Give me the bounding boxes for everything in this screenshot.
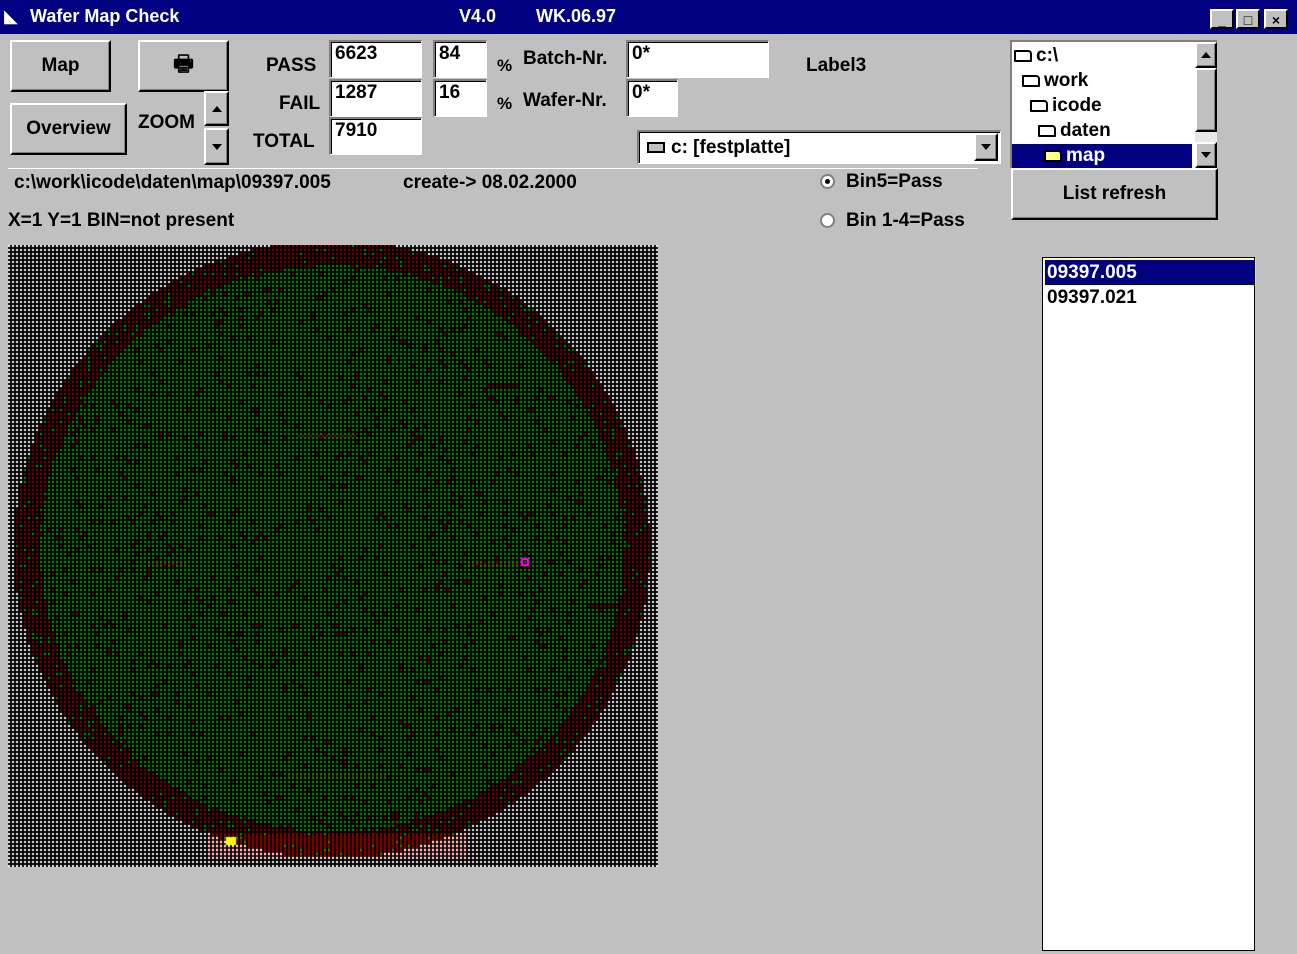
close-icon: × — [1271, 12, 1281, 28]
drive-dropdown-button[interactable] — [974, 133, 998, 161]
window-title: Wafer Map Check — [30, 6, 180, 26]
minimize-icon: _ — [1218, 12, 1226, 28]
map-button-label: Map — [41, 55, 80, 76]
minimize-button[interactable]: _ — [1210, 9, 1234, 29]
tree-item-daten[interactable]: daten — [1038, 119, 1194, 143]
printer-icon: 🖶 — [173, 51, 194, 76]
wafer-field[interactable]: 0* — [626, 79, 678, 117]
print-button[interactable]: 🖶 — [138, 40, 229, 92]
wafer-label: Wafer-Nr. — [523, 90, 607, 111]
pass-percent-field[interactable]: 84 — [433, 40, 487, 78]
zoom-in-button[interactable] — [204, 91, 229, 126]
arrow-down-icon — [211, 143, 222, 150]
tree-item-icode[interactable]: icode — [1030, 94, 1194, 118]
maximize-icon: □ — [1243, 12, 1253, 28]
close-button[interactable]: × — [1264, 9, 1288, 29]
zoom-label: ZOOM — [138, 112, 195, 133]
zoom-out-button[interactable] — [204, 128, 229, 165]
fail-count-field[interactable]: 1287 — [329, 79, 422, 117]
folder-open-icon — [1022, 75, 1040, 87]
drive-selected-value: c: [festplatte] — [671, 136, 791, 158]
tree-item-label: icode — [1052, 95, 1102, 116]
build-label: WK.06.97 — [536, 6, 617, 26]
bin1-4-pass-label: Bin 1-4=Pass — [846, 210, 965, 231]
arrow-up-icon — [1201, 52, 1211, 58]
list-item[interactable]: 09397.005 — [1044, 259, 1256, 286]
bin1-4-pass-radio[interactable] — [820, 213, 835, 228]
created-date-label: create-> 08.02.2000 — [403, 172, 577, 193]
file-list[interactable]: 09397.005 09397.021 — [1042, 257, 1256, 951]
overview-button-label: Overview — [26, 118, 111, 139]
tree-item-label: daten — [1060, 120, 1111, 141]
pass-percent-sign: % — [497, 56, 513, 75]
drive-select[interactable]: c: [festplatte] — [637, 130, 1001, 164]
bin5-pass-radio[interactable] — [820, 174, 835, 189]
tree-item-work[interactable]: work — [1022, 69, 1194, 93]
tree-item-label: c:\ — [1036, 45, 1059, 66]
arrow-up-icon — [211, 105, 222, 112]
wafer-map-canvas[interactable] — [8, 245, 658, 867]
folder-open-icon — [1044, 150, 1062, 162]
tree-scroll-down-button[interactable] — [1195, 142, 1217, 168]
folder-open-icon — [1030, 100, 1048, 112]
list-refresh-button[interactable]: List refresh — [1011, 168, 1218, 220]
arrow-down-icon — [1201, 152, 1211, 158]
chevron-down-icon — [981, 144, 991, 150]
cursor-position-label: X=1 Y=1 BIN=not present — [8, 210, 235, 231]
maximize-button[interactable]: □ — [1236, 9, 1260, 29]
folder-open-icon — [1038, 125, 1056, 137]
tree-item-map[interactable]: map — [1012, 144, 1192, 168]
drive-icon — [647, 142, 665, 153]
fail-percent-sign: % — [497, 94, 513, 113]
folder-open-icon — [1014, 50, 1032, 62]
label3: Label3 — [806, 55, 867, 76]
file-path-label: c:\work\icode\daten\map\09397.005 — [14, 172, 331, 193]
directory-tree[interactable]: c:\ work icode daten map — [1010, 40, 1217, 168]
batch-label: Batch-Nr. — [523, 48, 608, 69]
status-path-bar — [8, 168, 978, 201]
pass-label: PASS — [266, 55, 317, 76]
tree-scroll-thumb[interactable] — [1195, 68, 1217, 132]
version-label: V4.0 — [459, 6, 497, 26]
tree-scroll-up-button[interactable] — [1195, 42, 1217, 68]
total-count-field[interactable]: 7910 — [329, 117, 422, 155]
tree-item-label: map — [1066, 145, 1106, 166]
list-item[interactable]: 09397.021 — [1047, 287, 1137, 308]
list-refresh-label: List refresh — [1062, 183, 1167, 204]
batch-field[interactable]: 0* — [626, 40, 769, 78]
fail-percent-field[interactable]: 16 — [433, 79, 487, 117]
tree-item-label: work — [1044, 70, 1089, 91]
bin5-pass-label: Bin5=Pass — [846, 171, 943, 192]
app-icon: ◣ — [4, 6, 18, 26]
fail-label: FAIL — [279, 93, 321, 114]
overview-button[interactable]: Overview — [10, 103, 127, 155]
total-label: TOTAL — [253, 131, 315, 152]
tree-item-root[interactable]: c:\ — [1014, 44, 1194, 68]
map-button[interactable]: Map — [10, 40, 111, 92]
pass-count-field[interactable]: 6623 — [329, 40, 422, 78]
title-bar: ◣ Wafer Map Check V4.0 WK.06.97 _ □ × — [0, 0, 1297, 34]
